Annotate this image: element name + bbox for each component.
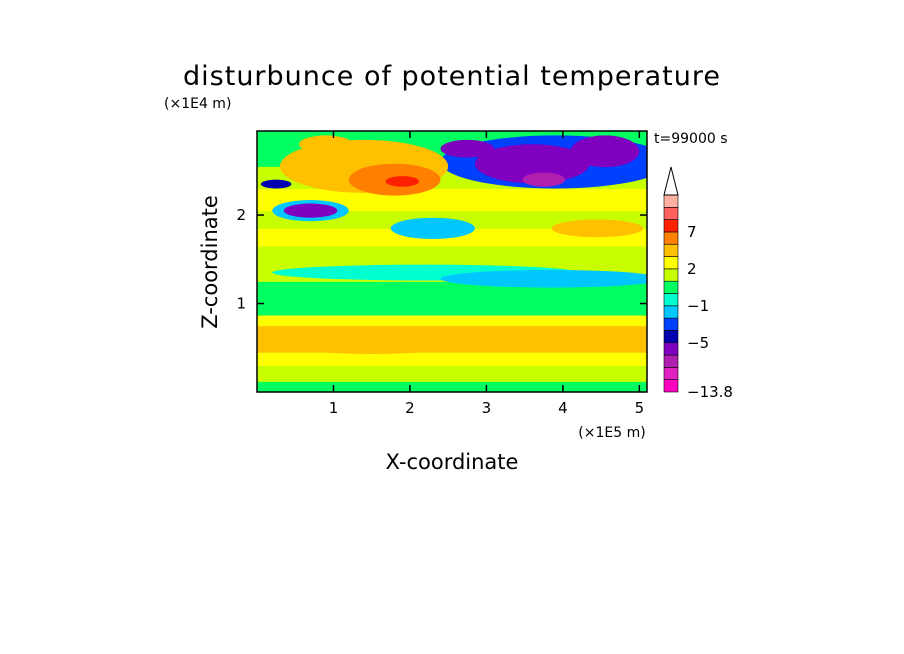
colorbar-segment (663, 342, 679, 356)
colorbar-segment (663, 305, 679, 319)
colorbar-segment (663, 231, 679, 245)
contour-band (257, 381, 647, 392)
colorbar-segment (663, 207, 679, 220)
colorbar-label: 2 (687, 260, 697, 278)
colorbar-segment (663, 330, 679, 344)
contour-region (570, 135, 640, 168)
contour-region (551, 219, 644, 238)
x-tick-label: 5 (635, 399, 645, 417)
y-tick-label: 1 (236, 295, 246, 313)
contour-region (385, 176, 420, 187)
plot-frame (256, 130, 648, 393)
colorbar-extend-arrow (663, 166, 679, 196)
colorbar-segment (663, 317, 679, 331)
time-label: t=99000 s (654, 131, 728, 147)
contour-band (257, 352, 647, 366)
contour-band (257, 365, 647, 382)
x-tick-label: 2 (405, 399, 415, 417)
contour-region (283, 203, 338, 218)
contour-band (257, 315, 647, 327)
colorbar-segment (663, 268, 679, 282)
x-tick-label: 3 (482, 399, 492, 417)
contour-region (440, 269, 647, 288)
colorbar-segment (663, 293, 679, 307)
colorbar-label: 7 (687, 223, 697, 241)
colorbar: 7 2 −1 −5 −13.8 (663, 166, 733, 401)
contour-region (522, 172, 566, 187)
x-axis: 1 2 3 4 5 (329, 131, 644, 417)
colorbar-segment (663, 243, 679, 257)
colorbar-segment (663, 354, 679, 368)
contour-region (279, 332, 464, 354)
y-scale-label: (×1E4 m) (164, 96, 231, 112)
contour-region (474, 144, 590, 184)
x-axis-label: X-coordinate (386, 450, 519, 474)
colorbar-label: −5 (687, 334, 709, 352)
colorbar-label: −1 (687, 297, 709, 315)
y-tick-label: 2 (236, 206, 246, 224)
contour-band (257, 188, 647, 212)
contour-region (440, 139, 495, 158)
chart-title: disturbunce of potential temperature (183, 61, 721, 92)
contour-region (390, 217, 475, 239)
colorbar-segment (663, 280, 679, 294)
colorbar-segment (663, 219, 679, 233)
x-scale-label: (×1E5 m) (578, 425, 645, 441)
y-axis: 12 (236, 206, 647, 313)
colorbar-segment (663, 367, 679, 380)
colorbar-segment (663, 379, 679, 393)
y-axis-label: Z-coordinate (198, 195, 222, 329)
contour-region (299, 135, 353, 154)
x-tick-label: 4 (558, 399, 568, 417)
colorbar-segment (663, 256, 679, 270)
contour-plot (257, 131, 647, 392)
colorbar-segment (663, 194, 679, 208)
contour-region (260, 179, 292, 189)
colorbar-label: −13.8 (687, 383, 733, 401)
contour-band (257, 299, 647, 316)
x-tick-label: 1 (329, 399, 339, 417)
contour-band (257, 246, 647, 265)
